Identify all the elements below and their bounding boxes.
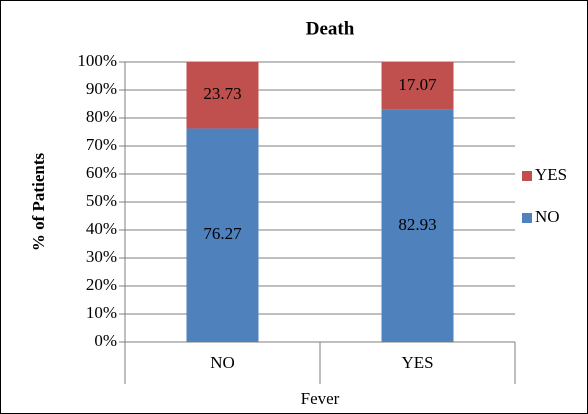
bar-segment: [381, 109, 454, 343]
y-tick-label: 60%: [86, 163, 117, 182]
data-label: 82.93: [398, 215, 436, 234]
chart-title: Death: [306, 18, 355, 39]
y-tick-label: 10%: [86, 303, 117, 322]
y-tick-label: 50%: [86, 191, 117, 210]
y-tick-label: 90%: [86, 79, 117, 98]
bar-segment: [381, 62, 454, 110]
data-label: 23.73: [203, 84, 241, 103]
y-tick-label: 80%: [86, 107, 117, 126]
legend-swatch: [522, 171, 532, 181]
data-label: 17.07: [398, 75, 437, 94]
bar-segment: [186, 62, 259, 129]
legend-label: YES: [535, 165, 567, 184]
x-axis-label: Fever: [301, 389, 340, 408]
bar-segment: [186, 128, 259, 342]
y-tick-label: 100%: [77, 51, 117, 70]
y-axis-label: % of Patients: [29, 153, 48, 252]
x-tick-label: NO: [210, 353, 235, 372]
y-tick-label: 70%: [86, 135, 117, 154]
y-tick-label: 20%: [86, 275, 117, 294]
data-label: 76.27: [203, 224, 242, 243]
y-tick-label: 40%: [86, 219, 117, 238]
y-tick-label: 30%: [86, 247, 117, 266]
x-tick-label: YES: [401, 353, 433, 372]
y-tick-label: 0%: [94, 331, 117, 350]
legend-label: NO: [535, 207, 560, 226]
legend-swatch: [522, 213, 532, 223]
